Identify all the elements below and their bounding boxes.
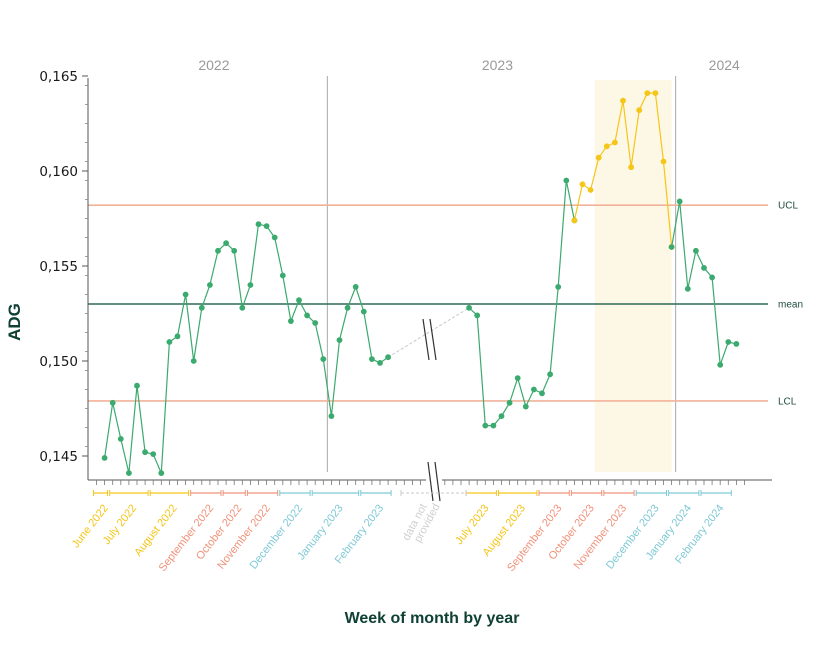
data-point (506, 399, 513, 406)
y-tick-label: 0,145 (39, 449, 78, 465)
data-point (466, 304, 472, 311)
series-0-line-0 (104, 223, 389, 474)
data-point (514, 375, 521, 381)
data-point (369, 356, 375, 362)
data-point (182, 291, 189, 298)
data-point (190, 358, 197, 364)
data-point (522, 403, 529, 410)
data-point (547, 371, 553, 378)
data-point (288, 318, 294, 324)
data-point (563, 177, 570, 184)
data-point (636, 107, 643, 114)
data-point (684, 285, 691, 292)
data-point (101, 455, 108, 461)
data-point (490, 422, 497, 429)
data-point (279, 272, 286, 279)
data-point (344, 304, 351, 311)
data-point (539, 390, 545, 397)
data-point (231, 247, 238, 254)
y-tick-label: 0,150 (39, 354, 78, 370)
data-point (296, 297, 302, 304)
data-point (693, 247, 699, 254)
break-mark-lower (434, 461, 441, 502)
data-point (360, 308, 367, 315)
data-point (595, 154, 602, 161)
data-point (385, 354, 391, 361)
data-point (531, 386, 537, 393)
break-mark-lower (427, 461, 434, 502)
data-point (587, 187, 594, 193)
year-label-2023: 2023 (482, 57, 513, 73)
highlight-band (594, 80, 672, 472)
y-tick-label: 0,160 (39, 164, 78, 180)
series-0-line-1 (468, 180, 575, 427)
data-point (709, 274, 715, 281)
data-point (255, 221, 262, 228)
data-point (215, 247, 221, 254)
data-point (668, 244, 675, 250)
ref-label-ucl: UCL (778, 201, 798, 212)
data-point (150, 451, 157, 457)
data-point (579, 181, 586, 188)
data-point (328, 413, 335, 419)
data-point (377, 360, 383, 366)
data-point (498, 413, 505, 419)
data-point (612, 139, 618, 146)
data-point (207, 282, 213, 288)
year-label-2024: 2024 (709, 57, 740, 73)
data-point (174, 333, 181, 340)
data-point (198, 304, 205, 311)
data-point (725, 339, 732, 345)
data-point (336, 337, 343, 343)
data-point (660, 158, 667, 165)
data-point (676, 198, 683, 205)
data-point (142, 449, 149, 456)
data-point (482, 422, 489, 429)
data-point (134, 382, 140, 389)
data-point (239, 304, 246, 311)
data-point (125, 470, 132, 476)
y-tick-label: 0,165 (39, 69, 78, 85)
data-point (158, 470, 165, 476)
data-point (352, 284, 359, 290)
data-point (628, 164, 634, 171)
data-point (304, 312, 310, 319)
data-point (271, 234, 278, 241)
data-point (571, 217, 578, 224)
month-label: July 2023 (453, 502, 491, 546)
data-point (166, 339, 173, 345)
data-point (652, 90, 659, 96)
data-point (223, 240, 230, 247)
year-label-2022: 2022 (198, 57, 229, 73)
break-mark-upper (422, 318, 430, 361)
gap-dashed-connector (387, 307, 470, 358)
data-point (109, 399, 116, 406)
ref-label-mean: mean (778, 300, 803, 311)
x-axis-label: Week of month by year (345, 610, 520, 627)
data-point (644, 90, 651, 96)
data-point (117, 436, 124, 442)
ref-label-lcl: LCL (778, 396, 797, 407)
y-axis-label: ADG (5, 303, 24, 341)
data-point (312, 320, 319, 326)
data-point (717, 361, 724, 368)
data-point (320, 356, 327, 362)
y-tick-label: 0,155 (39, 259, 78, 275)
break-mark-upper (429, 318, 437, 361)
data-point (247, 282, 254, 288)
data-point (555, 284, 562, 290)
data-point (701, 265, 707, 271)
data-point (603, 143, 610, 150)
data-point (474, 312, 481, 319)
data-point (733, 341, 740, 347)
data-point (620, 97, 626, 104)
data-point (263, 223, 270, 230)
